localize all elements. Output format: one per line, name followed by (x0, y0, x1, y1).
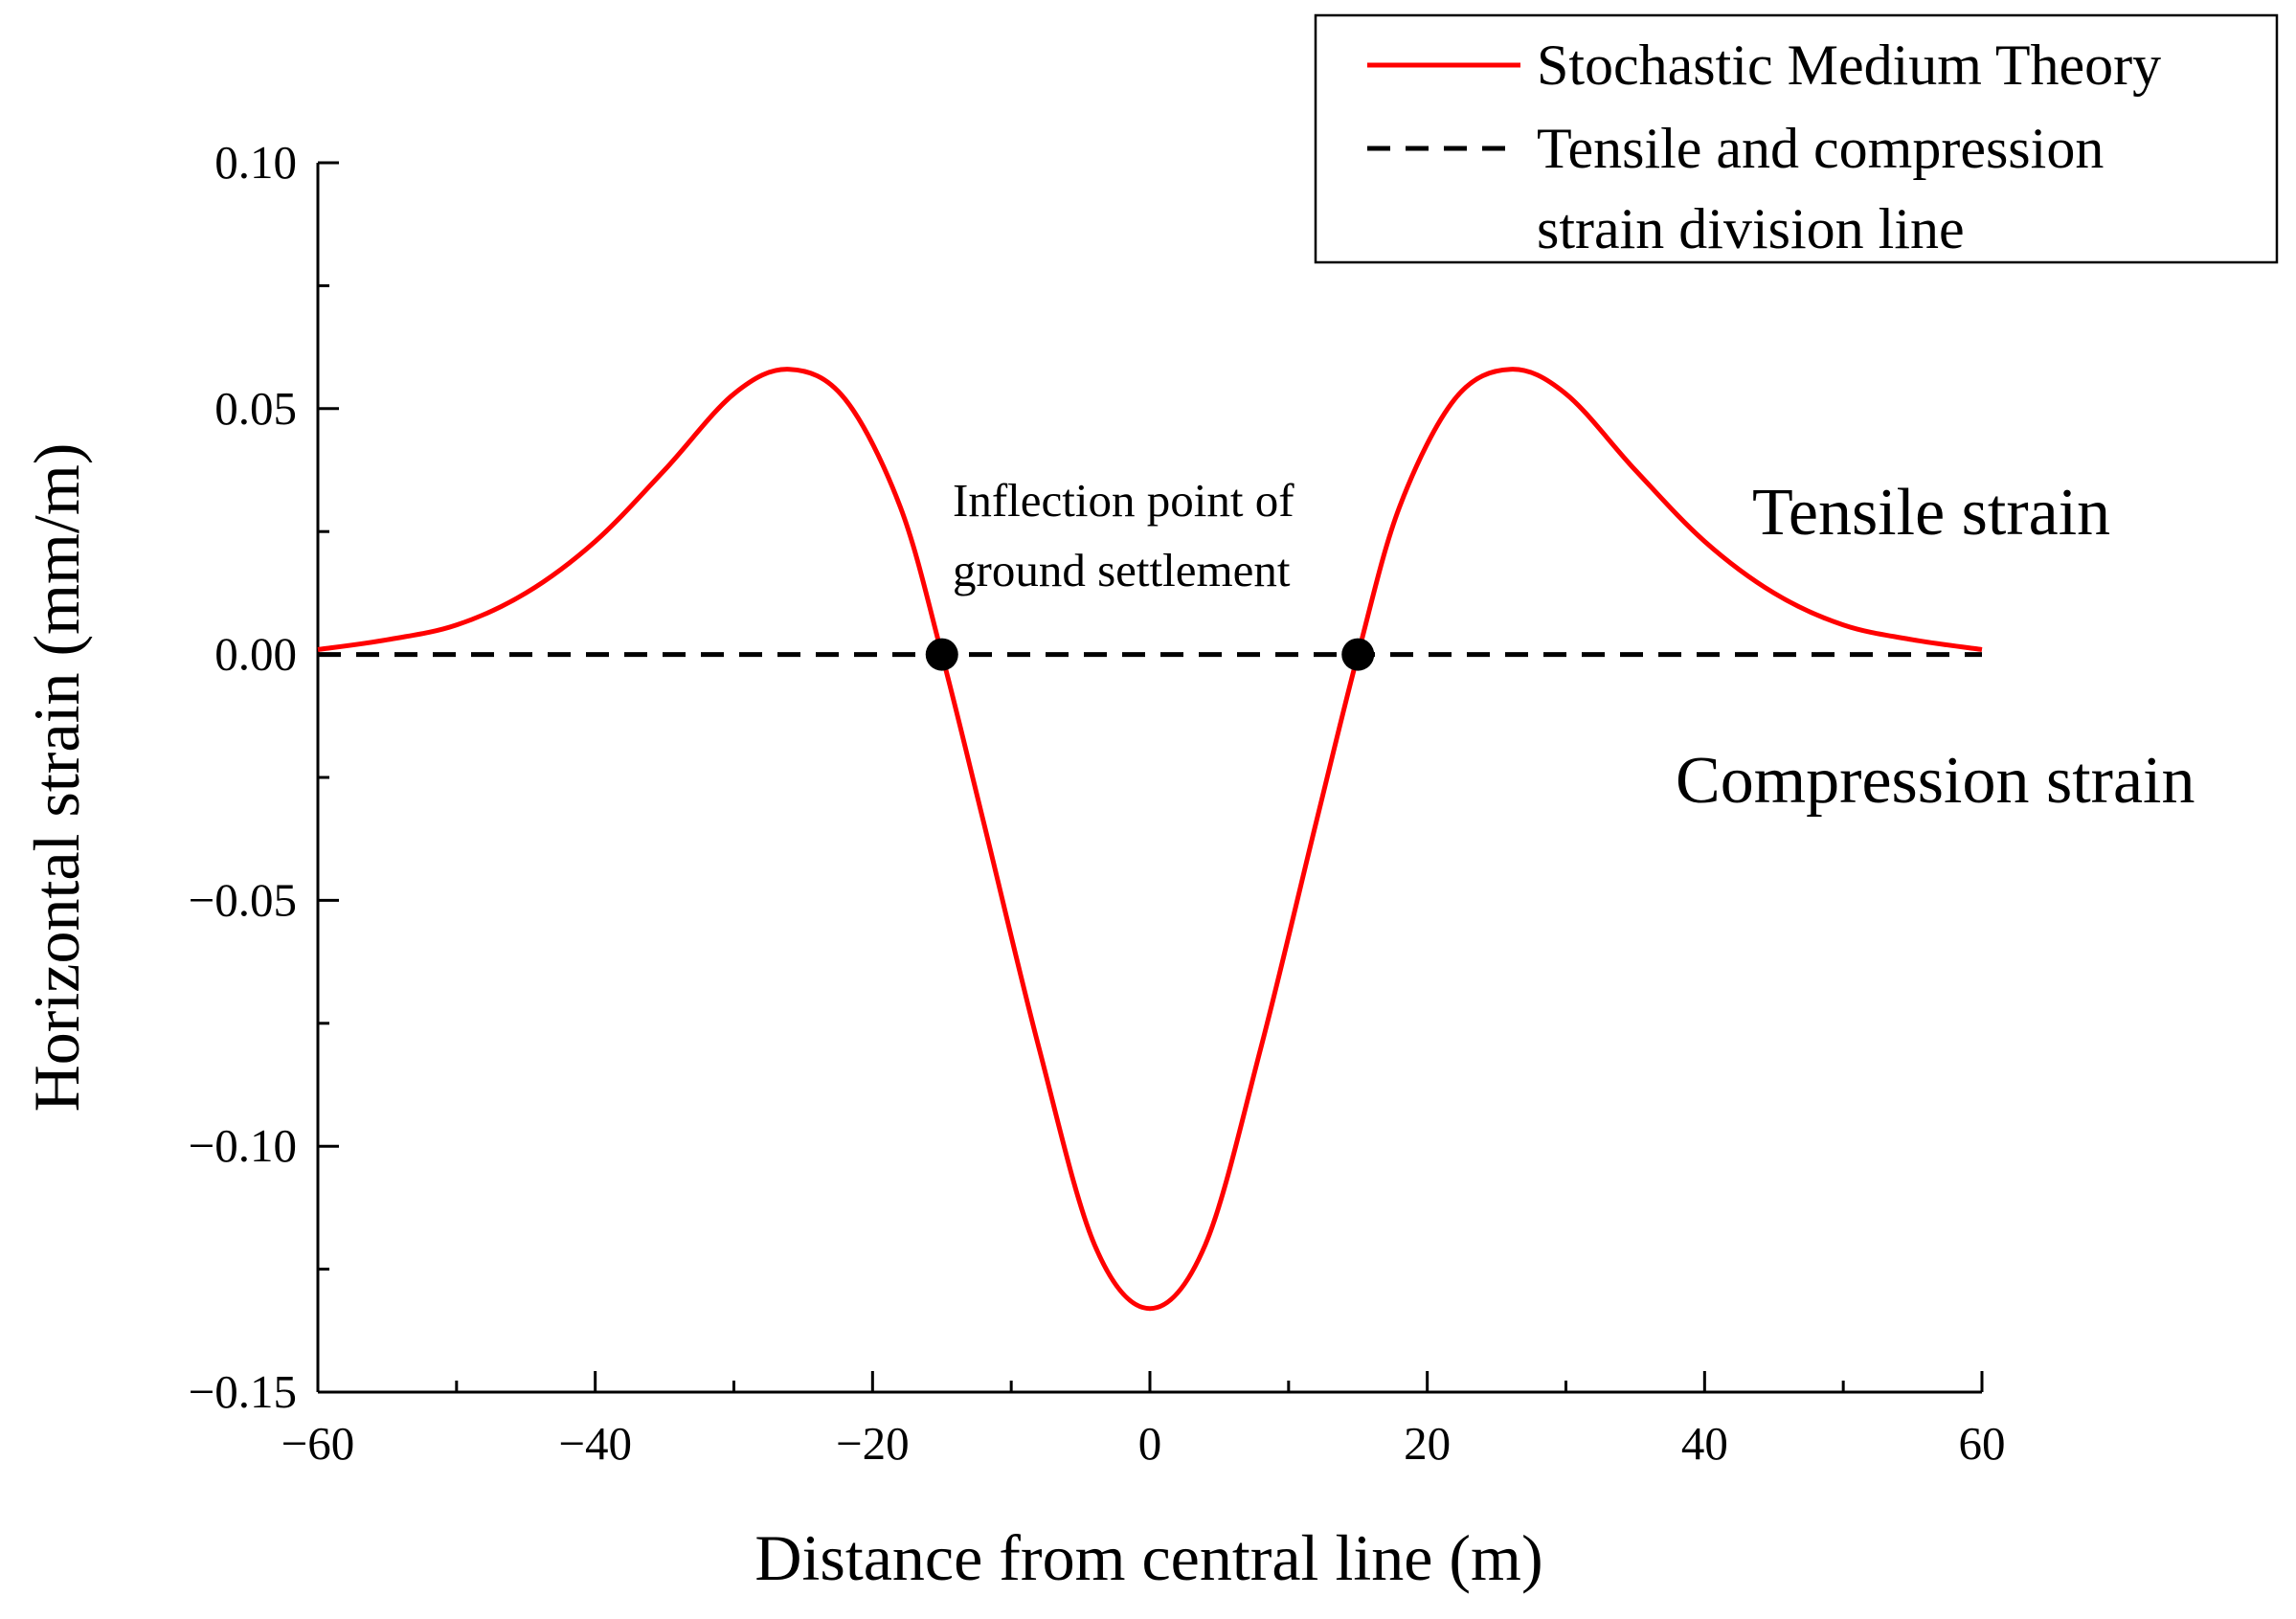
plot-area (317, 367, 1983, 1312)
legend-box (1314, 13, 2279, 264)
y-axis-title: Horizontal strain (mm/m) (20, 443, 93, 1113)
x-tick-label: −60 (281, 1417, 355, 1470)
legend-label-smt: Stochastic Medium Theory (1537, 34, 2161, 97)
tensile-strain-label: Tensile strain (1752, 476, 2110, 550)
inflection-point-marker (925, 638, 958, 671)
inflection-annotation-line-2: ground settlement (953, 544, 1291, 596)
x-tick-label: −40 (558, 1417, 632, 1470)
x-tick-label: 40 (1681, 1417, 1728, 1470)
x-tick-label: 0 (1138, 1417, 1162, 1470)
y-tick-label: −0.15 (189, 1365, 297, 1418)
legend-label-division-line-1: Tensile and compression (1537, 117, 2104, 180)
x-axis-title: Distance from central line (m) (754, 1521, 1542, 1594)
axis-ticks: −60 −40 −20 0 20 40 60 0.10 0.05 0.00 −0.05 −0.10 −0… (189, 136, 2006, 1470)
series-line-stochastic-medium-theory (317, 367, 1983, 1312)
x-tick-label: −20 (836, 1417, 910, 1470)
x-tick-label: 60 (1959, 1417, 2006, 1470)
compression-strain-label: Compression strain (1676, 744, 2195, 818)
y-tick-label: 0.05 (214, 382, 297, 435)
y-tick-label: 0.10 (214, 136, 297, 189)
y-tick-label: 0.00 (214, 628, 297, 681)
legend-label-division-line-2: strain division line (1537, 197, 1965, 260)
inflection-point-marker (1341, 638, 1375, 671)
inflection-annotation-line-1: Inflection point of (953, 474, 1294, 527)
legend: Stochastic Medium Theory Tensile and com… (1314, 13, 2279, 264)
y-tick-label: −0.10 (189, 1119, 297, 1172)
y-tick-label: −0.05 (189, 873, 297, 926)
x-tick-label: 20 (1404, 1417, 1451, 1470)
